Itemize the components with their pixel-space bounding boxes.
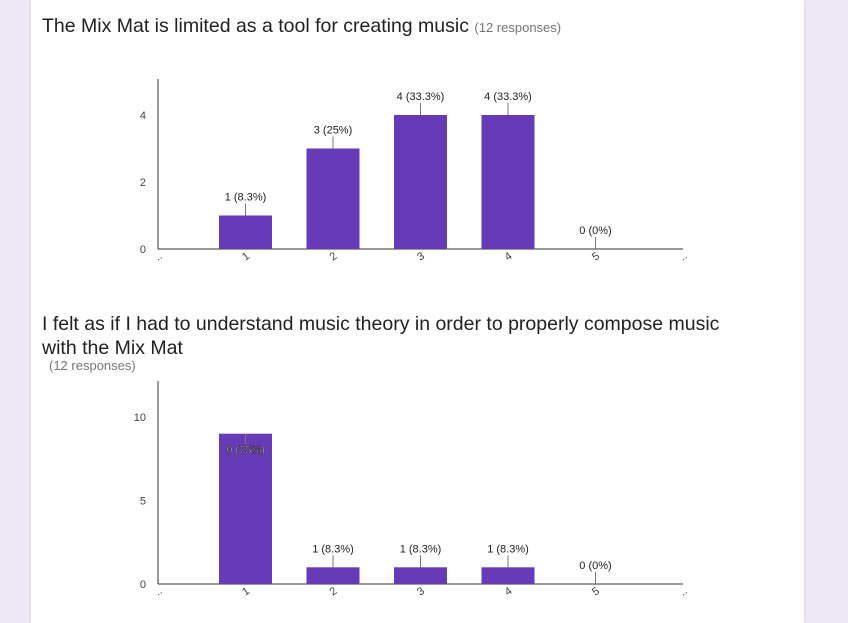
data-label: 0 (0%) xyxy=(579,560,611,572)
question-1-text: The Mix Mat is limited as a tool for cre… xyxy=(42,15,469,37)
y-tick-label: 4 xyxy=(140,110,146,122)
data-label: 1 (8.3%) xyxy=(225,192,267,204)
y-tick-label: 10 xyxy=(134,412,146,424)
form-summary-card xyxy=(30,0,805,623)
bar xyxy=(306,148,360,249)
x-tick-label: 4 xyxy=(503,250,515,263)
data-label: 3 (25%) xyxy=(314,125,353,137)
x-tick-label: 1 xyxy=(240,585,252,598)
data-label: 1 (8.3%) xyxy=(312,543,354,555)
question-2-bar-chart: 0 5 10.. 1 9 (75%) 2 1 (8.3%) 3 1 (8.3%) 4 1 (8.3%… xyxy=(134,381,690,598)
x-tick-label: 2 xyxy=(328,585,340,598)
y-tick-label: 0 xyxy=(140,579,146,591)
x-tick-label: .. xyxy=(678,585,690,598)
data-label: 4 (33.3%) xyxy=(397,91,445,103)
x-tick-label: 4 xyxy=(503,585,515,598)
bar xyxy=(481,567,535,584)
x-tick-label: .. xyxy=(678,250,690,263)
data-label: 9 (75%) xyxy=(226,445,265,457)
bar xyxy=(394,567,447,584)
data-label: 0 (0%) xyxy=(579,225,611,237)
bar xyxy=(219,215,272,249)
x-tick-label: 3 xyxy=(415,585,427,598)
x-tick-label: 3 xyxy=(415,250,427,263)
x-tick-label: 2 xyxy=(328,250,340,263)
question-1-title: The Mix Mat is limited as a tool for cre… xyxy=(42,14,561,40)
question-2-title: I felt as if I had to understand music t… xyxy=(42,313,720,359)
bar xyxy=(394,115,447,249)
bar xyxy=(306,567,360,584)
data-label: 1 (8.3%) xyxy=(400,543,442,555)
question-1-bar-chart: 0 2 4.. 1 1 (8.3%) 2 3 (25%) 3 4 (33.3%) 4 4 (33.3… xyxy=(140,79,690,263)
data-label: 4 (33.3%) xyxy=(484,91,532,103)
y-tick-label: 5 xyxy=(140,496,146,508)
question-1-response-count: (12 responses) xyxy=(474,20,562,35)
x-tick-label: 1 xyxy=(240,250,252,263)
y-tick-label: 2 xyxy=(140,177,146,189)
x-tick-label: 5 xyxy=(590,585,602,598)
bar xyxy=(219,433,272,584)
bar xyxy=(481,115,535,249)
question-2-response-count: (12 responses) xyxy=(49,358,136,373)
x-tick-label: .. xyxy=(153,250,165,263)
x-tick-label: .. xyxy=(153,585,165,598)
y-tick-label: 0 xyxy=(140,244,146,256)
x-tick-label: 5 xyxy=(590,250,602,263)
data-label: 1 (8.3%) xyxy=(487,543,529,555)
